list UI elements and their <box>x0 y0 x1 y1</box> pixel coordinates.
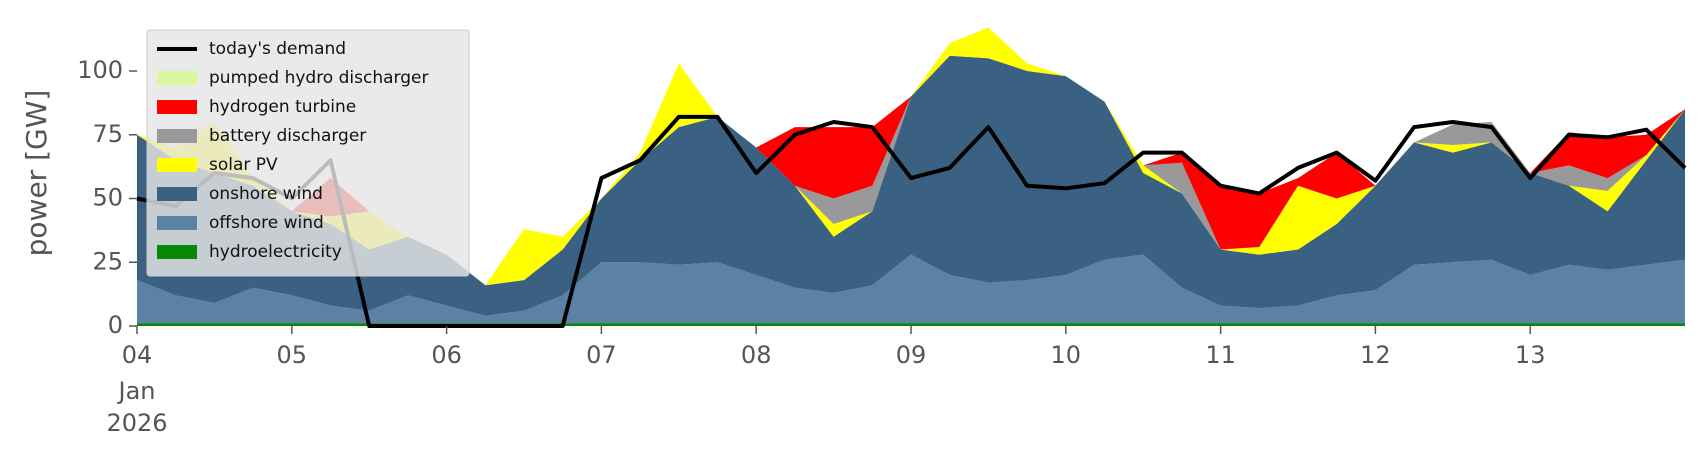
area <box>137 254 1685 324</box>
legend-swatch <box>157 187 197 201</box>
legend-swatch <box>157 216 197 230</box>
legend-swatch <box>157 100 197 114</box>
legend-label: today's demand <box>209 39 346 59</box>
legend-swatch <box>157 71 197 85</box>
x-tick-label: 04 <box>122 341 153 369</box>
x-year-label: 2026 <box>106 409 167 437</box>
legend-box <box>146 29 470 277</box>
legend-label: onshore wind <box>209 184 323 204</box>
y-tick-label: 100 <box>77 56 123 84</box>
y-tick-label: 25 <box>92 247 123 275</box>
legend-label: offshore wind <box>209 213 324 233</box>
demand-line <box>136 114 1687 328</box>
y-axis-label: power [GW] <box>20 90 53 257</box>
legend-label: battery discharger <box>209 126 366 146</box>
y-tick-label: 0 <box>108 311 123 339</box>
x-tick-label: 12 <box>1360 341 1391 369</box>
x-month-label: Jan <box>117 377 156 405</box>
x-tick-label: 11 <box>1205 341 1236 369</box>
y-tick-label: 75 <box>92 120 123 148</box>
legend-label: hydroelectricity <box>209 242 342 262</box>
x-tick-label: 06 <box>431 341 462 369</box>
x-tick-label: 07 <box>586 341 617 369</box>
x-tick-label: 13 <box>1515 341 1546 369</box>
x-tick-label: 09 <box>896 341 927 369</box>
legend-label: pumped hydro discharger <box>209 68 428 88</box>
x-tick-label: 08 <box>741 341 772 369</box>
legend-label: solar PV <box>209 155 278 175</box>
area <box>137 27 1685 286</box>
x-tick-label: 10 <box>1051 341 1082 369</box>
legend-swatch <box>157 158 197 172</box>
area <box>137 55 1685 316</box>
x-tick-label: 05 <box>277 341 308 369</box>
legend-swatch <box>157 129 197 143</box>
y-tick-label: 50 <box>92 184 123 212</box>
legend-label: hydrogen turbine <box>209 97 356 117</box>
legend-swatch <box>157 245 197 259</box>
